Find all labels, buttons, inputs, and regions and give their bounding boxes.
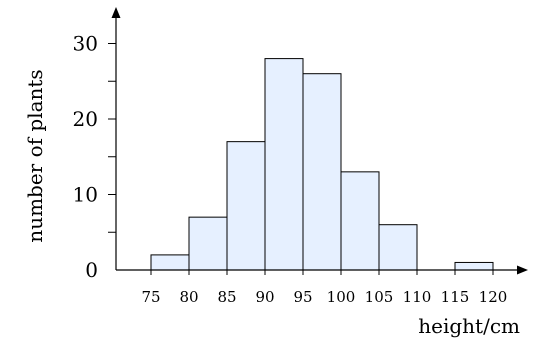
x-tick-label: 115: [441, 288, 470, 306]
y-tick-label: 30: [73, 32, 98, 56]
x-tick-label: 110: [403, 288, 432, 306]
x-tick-label: 95: [293, 288, 312, 306]
bars-group: [150, 58, 494, 271]
x-tick-label: 100: [327, 288, 356, 306]
x-tick-label: 105: [365, 288, 394, 306]
bar-95-100: [302, 73, 342, 271]
y-axis-arrow: [111, 7, 121, 18]
y-tick-label: 10: [73, 183, 98, 207]
bar-85-90: [226, 141, 266, 271]
x-ticks-group: 75 80 85 90 95 100 105 110 115 120: [141, 270, 507, 306]
y-axis-label: number of plants: [23, 69, 47, 242]
bar-80-85: [188, 216, 228, 271]
y-tick-label: 0: [85, 258, 98, 282]
bar-105-110: [378, 224, 418, 271]
bar-115-120: [454, 261, 494, 271]
y-ticks-group: 0 10 20 30: [73, 32, 116, 282]
x-tick-label: 75: [141, 288, 160, 306]
x-tick-label: 80: [179, 288, 198, 306]
x-tick-label: 120: [479, 288, 508, 306]
y-tick-label: 20: [73, 107, 98, 131]
x-axis-label: height/cm: [418, 314, 520, 338]
bar-100-105: [340, 171, 380, 271]
x-tick-label: 90: [255, 288, 274, 306]
x-tick-label: 85: [217, 288, 236, 306]
bar-75-80: [150, 254, 190, 271]
bar-90-95: [264, 58, 304, 271]
x-axis-arrow: [517, 265, 528, 275]
